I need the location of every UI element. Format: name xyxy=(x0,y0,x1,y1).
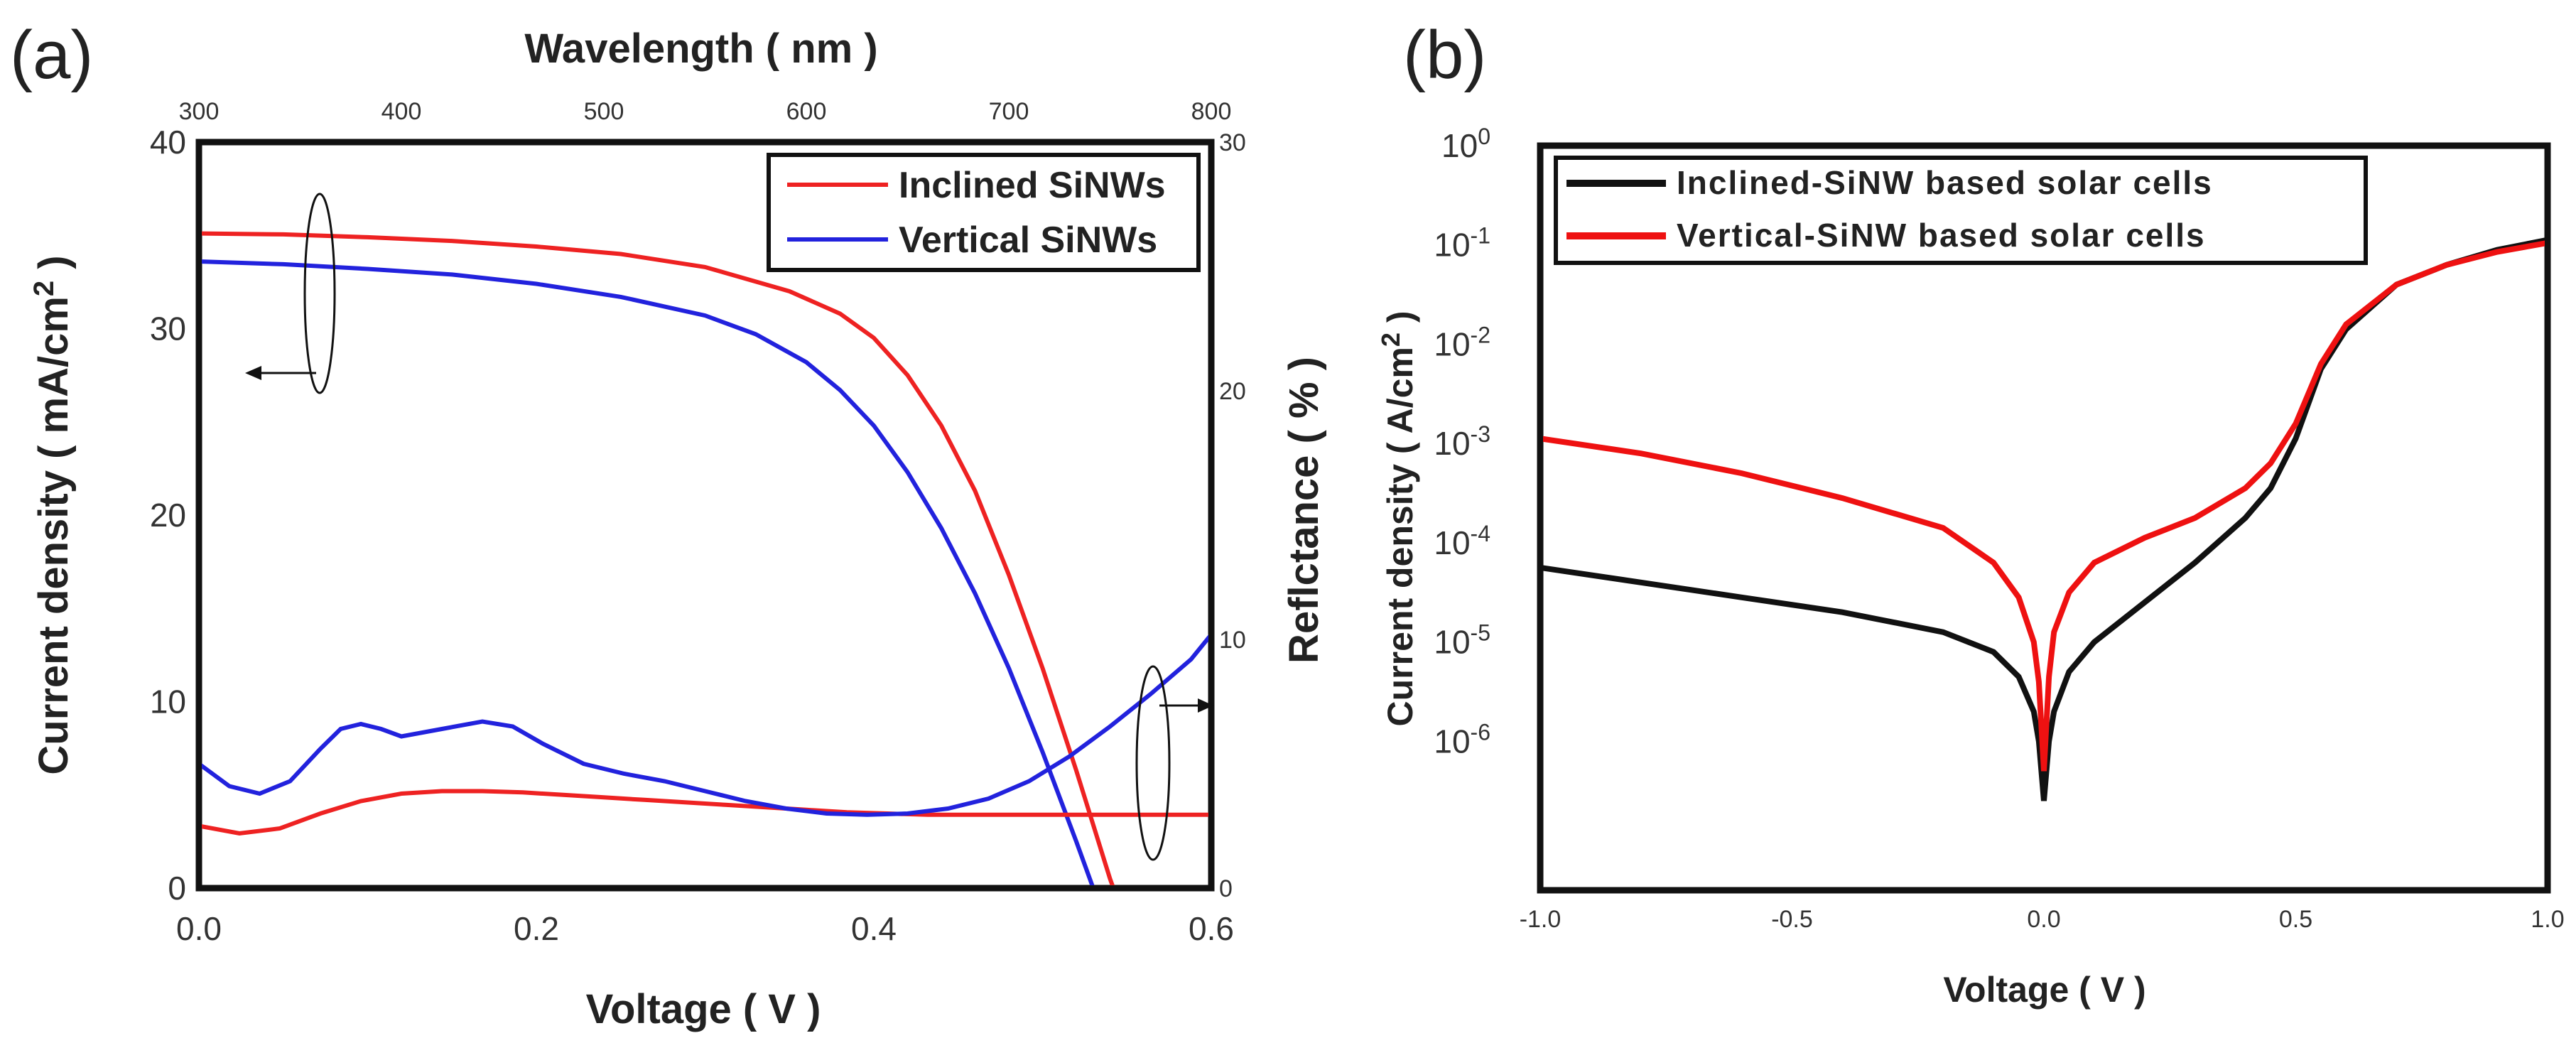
plot-area-a xyxy=(195,139,1215,892)
legend-b-box xyxy=(1554,156,2368,265)
log-y-tick-label: 10-5 xyxy=(1434,620,1490,661)
legend-a: Inclined SiNWs Vertical SiNWs xyxy=(767,153,1201,272)
left-y-tick-label: 40 xyxy=(150,124,186,161)
right-y-tick-labels: 0 10 20 30 xyxy=(1219,129,1246,902)
log-y-tick-label: 10-6 xyxy=(1434,719,1490,760)
right-y-tick-label: 30 xyxy=(1219,129,1246,156)
series-line-vertical-reflectance xyxy=(202,634,1208,817)
bottom-x-tick-labels: 0.0 0.2 0.4 0.6 xyxy=(176,910,1234,947)
top-x-axis-title: Wavelength ( nm ) xyxy=(524,26,877,72)
right-axis-indicator-ellipse xyxy=(1135,665,1171,861)
series-line-inclined-dark xyxy=(1543,237,2545,801)
legend-label-inclined-b: Inclined-SiNW based solar cells xyxy=(1677,164,2213,201)
right-y-tick-label: 20 xyxy=(1219,378,1246,405)
top-x-tick-labels: 300 400 500 600 700 800 xyxy=(179,98,1232,125)
top-x-tick-label: 300 xyxy=(179,98,220,125)
top-x-tick-label: 500 xyxy=(584,98,624,125)
panel-b: (b) 100 10-1 10-2 10-3 10-4 10-5 10-6 -1.0 -0.5… xyxy=(1376,17,2565,1010)
bottom-x-tick-label: 0.4 xyxy=(851,910,897,947)
bottom-x-tick-label-b: -0.5 xyxy=(1771,906,1813,933)
right-y-tick-label: 10 xyxy=(1219,627,1246,654)
legend-label-vertical: Vertical SiNWs xyxy=(899,220,1157,261)
legend-label-inclined: Inclined SiNWs xyxy=(899,165,1166,206)
panel-b-label: (b) xyxy=(1403,17,1486,93)
left-y-tick-label: 10 xyxy=(150,683,186,720)
series-line-vertical-jv xyxy=(202,259,1095,885)
log-y-tick-labels: 100 10-1 10-2 10-3 10-4 10-5 10-6 xyxy=(1434,124,1490,760)
series-line-inclined-jv xyxy=(202,231,1115,885)
bottom-x-tick-label-b: -1.0 xyxy=(1520,906,1562,933)
left-y-tick-label: 20 xyxy=(150,497,186,534)
right-arrow-head-icon xyxy=(1198,698,1213,713)
legend-label-vertical-b: Vertical-SiNW based solar cells xyxy=(1677,217,2206,254)
legend-a-box xyxy=(767,153,1201,272)
log-y-tick-label: 10-2 xyxy=(1434,322,1490,362)
left-axis-indicator-ellipse xyxy=(303,193,336,394)
bottom-x-tick-label-b: 1.0 xyxy=(2531,906,2564,933)
series-line-vertical-dark xyxy=(1543,240,2545,772)
y-axis-title-b: Current density ( A/cm2 ) xyxy=(1376,311,1420,727)
left-y-axis-title: Current density ( mA/cm2 ) xyxy=(28,255,77,774)
left-arrow-head-icon xyxy=(245,366,261,380)
right-y-axis-title: Reflctance ( % ) xyxy=(1281,357,1327,664)
log-y-tick-label: 10-1 xyxy=(1434,223,1490,264)
legend-b: Inclined-SiNW based solar cells Vertical… xyxy=(1554,156,2368,265)
plot-area-b xyxy=(1537,142,2551,894)
bottom-x-tick-label: 0.6 xyxy=(1189,910,1234,947)
top-x-tick-label: 800 xyxy=(1191,98,1232,125)
bottom-x-tick-label-b: 0.0 xyxy=(2027,906,2060,933)
top-x-tick-label: 600 xyxy=(786,98,827,125)
left-y-tick-labels: 0 10 20 30 40 xyxy=(150,124,186,907)
bottom-x-tick-label: 0.2 xyxy=(514,910,559,947)
log-y-tick-label: 10-4 xyxy=(1434,521,1490,561)
bottom-x-tick-label-b: 0.5 xyxy=(2279,906,2312,933)
left-y-tick-label: 0 xyxy=(168,870,186,907)
log-y-tick-label: 10-3 xyxy=(1434,421,1490,462)
log-y-tick-label: 100 xyxy=(1441,124,1490,164)
top-x-tick-label: 700 xyxy=(989,98,1029,125)
right-y-tick-label: 0 xyxy=(1219,875,1233,902)
bottom-x-axis-title: Voltage ( V ) xyxy=(586,986,821,1032)
bottom-x-tick-labels-b: -1.0 -0.5 0.0 0.5 1.0 xyxy=(1520,906,2565,933)
x-axis-title-b: Voltage ( V ) xyxy=(1943,970,2145,1010)
top-x-tick-label: 400 xyxy=(381,98,422,125)
series-line-inclined-reflectance xyxy=(202,789,1208,836)
bottom-x-tick-label: 0.0 xyxy=(176,910,222,947)
panel-a-label: (a) xyxy=(10,17,93,93)
left-y-tick-label: 30 xyxy=(150,310,186,347)
panel-a: (a) Wavelength ( nm ) 300 400 500 600 700 800… xyxy=(10,17,1327,1032)
